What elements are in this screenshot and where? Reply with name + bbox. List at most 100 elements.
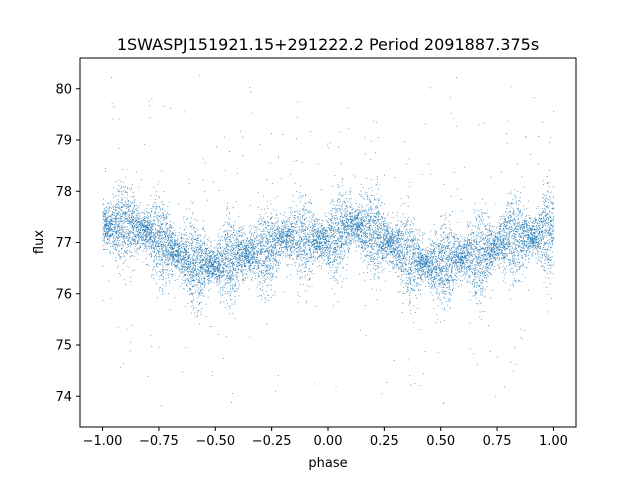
data-point: [469, 221, 471, 223]
data-point: [275, 229, 277, 231]
data-point: [460, 264, 462, 266]
data-point: [337, 184, 339, 185]
data-point: [365, 305, 366, 307]
data-point: [515, 272, 517, 274]
data-point: [463, 273, 465, 274]
data-point: [317, 249, 319, 251]
data-point: [293, 227, 295, 229]
data-point: [342, 267, 343, 269]
data-point: [233, 237, 235, 239]
data-point: [160, 227, 161, 229]
data-point: [165, 243, 167, 245]
data-point: [279, 240, 281, 241]
data-point: [290, 231, 292, 232]
data-point: [440, 241, 442, 242]
data-point: [489, 350, 491, 352]
data-point: [219, 252, 221, 254]
data-point: [543, 252, 545, 254]
data-point: [230, 230, 232, 231]
data-point: [510, 298, 512, 300]
data-point: [476, 240, 478, 242]
data-point: [312, 241, 313, 242]
data-point: [192, 305, 194, 306]
data-point: [384, 250, 385, 252]
data-point: [217, 291, 219, 293]
data-point: [525, 230, 527, 232]
data-point: [353, 218, 355, 220]
data-point: [135, 219, 137, 221]
data-point: [218, 263, 219, 265]
data-point: [205, 258, 206, 260]
data-point: [231, 248, 232, 250]
data-point: [401, 252, 402, 253]
data-point: [110, 223, 112, 225]
data-point: [105, 236, 107, 238]
data-point: [402, 239, 404, 240]
data-point: [490, 272, 492, 274]
data-point: [260, 254, 262, 255]
data-point: [267, 256, 269, 258]
data-point: [522, 241, 523, 243]
data-point: [394, 244, 396, 246]
data-point: [248, 259, 250, 261]
data-point: [387, 242, 389, 244]
data-point: [464, 240, 466, 241]
data-point: [540, 218, 542, 219]
data-point: [522, 257, 524, 258]
data-point: [163, 269, 165, 270]
data-point: [551, 238, 553, 239]
data-point: [488, 252, 489, 253]
data-point: [550, 259, 552, 260]
data-point: [309, 247, 311, 249]
data-point: [494, 258, 496, 260]
data-point: [175, 244, 176, 245]
data-point: [456, 256, 458, 257]
data-point: [203, 238, 205, 240]
data-point: [360, 231, 362, 232]
data-point: [200, 294, 202, 296]
data-point: [184, 252, 186, 254]
data-point: [200, 289, 202, 291]
data-point: [196, 239, 197, 241]
data-point: [102, 239, 104, 241]
data-point: [539, 228, 540, 230]
data-point: [529, 246, 530, 247]
data-point: [383, 220, 384, 222]
data-point: [181, 238, 183, 239]
data-point: [240, 260, 242, 261]
data-point: [384, 256, 386, 258]
data-point: [542, 231, 544, 233]
data-point: [316, 223, 318, 225]
data-point: [131, 270, 133, 272]
data-point: [374, 238, 376, 239]
data-point: [368, 232, 370, 234]
data-point: [164, 105, 165, 107]
data-point: [158, 216, 160, 217]
data-point: [494, 250, 495, 252]
data-point: [464, 253, 466, 255]
data-point: [471, 254, 473, 256]
data-point: [271, 217, 272, 219]
data-point: [287, 254, 289, 256]
data-point: [190, 289, 191, 291]
data-point: [266, 285, 268, 286]
data-point: [294, 239, 296, 241]
data-point: [272, 241, 273, 243]
data-point: [402, 262, 404, 264]
data-point: [239, 257, 241, 258]
data-point: [477, 271, 479, 273]
data-point: [541, 232, 543, 234]
data-point: [162, 208, 164, 210]
data-point: [326, 254, 327, 256]
data-point: [498, 247, 500, 249]
data-point: [128, 240, 130, 241]
data-point: [332, 223, 334, 225]
data-point: [310, 131, 311, 132]
data-point: [115, 218, 117, 220]
data-point: [475, 269, 477, 271]
data-point: [351, 219, 353, 221]
data-point: [306, 258, 308, 260]
data-point: [406, 224, 408, 226]
data-point: [182, 270, 184, 272]
data-point: [144, 219, 145, 221]
